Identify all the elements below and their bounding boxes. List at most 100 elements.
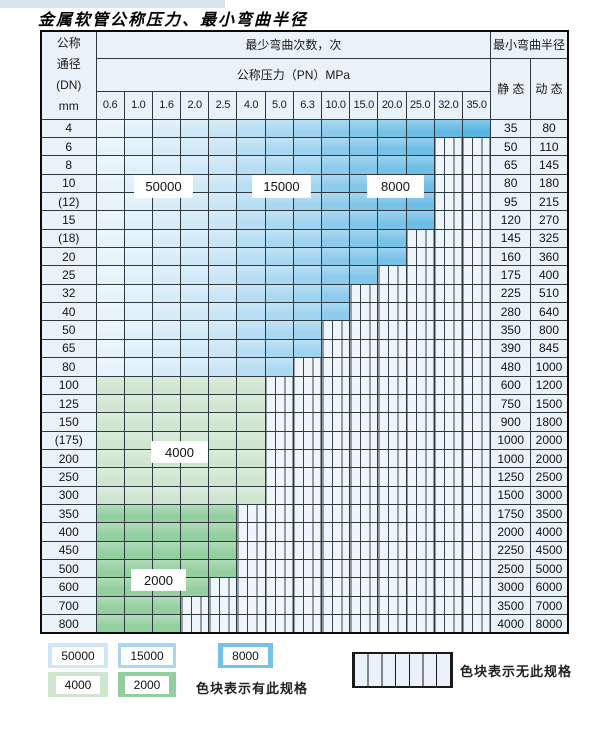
spec-cell xyxy=(95,375,125,395)
spec-cell xyxy=(95,173,125,193)
static-value-cell: 3000 xyxy=(490,577,532,597)
spec-cell xyxy=(208,522,238,542)
spec-cell xyxy=(151,393,182,414)
spec-cell xyxy=(123,320,153,340)
no-spec-cell xyxy=(349,504,379,524)
dn-cell: 200 xyxy=(40,448,97,469)
dynamic-value-cell: 3000 xyxy=(530,485,569,506)
spec-cell xyxy=(180,412,210,432)
no-spec-cell xyxy=(461,228,492,249)
legend-swatch-2000: 2000 xyxy=(118,672,176,697)
no-spec-cell xyxy=(461,320,492,340)
no-spec-cell xyxy=(405,338,435,359)
spec-cell xyxy=(123,522,153,542)
spec-cell xyxy=(123,283,153,304)
table-row: (175) 1000 2000 xyxy=(40,430,569,450)
no-spec-cell xyxy=(236,595,266,616)
no-spec-cell xyxy=(320,559,351,579)
no-spec-cell xyxy=(433,540,463,561)
no-spec-cell xyxy=(433,338,463,359)
spec-cell xyxy=(123,210,153,230)
spec-cell xyxy=(95,559,125,579)
nominal-pressure-header: 公称压力（PN）MPa xyxy=(95,57,492,92)
spec-cell xyxy=(95,412,125,432)
spec-cell xyxy=(123,265,153,285)
spec-cell xyxy=(151,210,182,230)
table-row: 40 280 640 xyxy=(40,302,569,322)
dn-cell: 150 xyxy=(40,412,97,432)
dynamic-value-cell: 8000 xyxy=(530,614,569,634)
spec-cell xyxy=(151,522,182,542)
spec-cell xyxy=(264,338,294,359)
no-spec-cell xyxy=(461,559,492,579)
spec-cell xyxy=(151,302,182,322)
no-spec-cell xyxy=(292,522,323,542)
static-value-cell: 120 xyxy=(490,210,532,230)
no-spec-cell xyxy=(349,375,379,395)
dynamic-value-cell: 360 xyxy=(530,247,569,267)
spec-cell xyxy=(95,302,125,322)
no-spec-cell xyxy=(320,467,351,487)
no-spec-cell xyxy=(377,614,407,634)
spec-cell xyxy=(264,283,294,304)
spec-cell xyxy=(320,173,351,193)
spec-cell xyxy=(292,338,323,359)
spec-cell xyxy=(180,338,210,359)
no-spec-cell xyxy=(264,577,294,597)
no-spec-cell xyxy=(292,504,323,524)
static-value-cell: 65 xyxy=(490,155,532,175)
spec-cell xyxy=(349,118,379,138)
spec-cell xyxy=(151,504,182,524)
spec-cell xyxy=(208,430,238,450)
dn-cell: 4 xyxy=(40,118,97,138)
no-spec-cell xyxy=(377,559,407,579)
no-spec-cell xyxy=(405,375,435,395)
no-spec-cell xyxy=(461,522,492,542)
no-spec-cell xyxy=(377,540,407,561)
no-spec-cell xyxy=(349,467,379,487)
spec-cell xyxy=(180,522,210,542)
dn-cell: 350 xyxy=(40,504,97,524)
spec-cell xyxy=(180,357,210,377)
no-spec-cell xyxy=(292,614,323,634)
pressure-header-cell: 0.6 xyxy=(95,90,125,120)
spec-cell xyxy=(377,247,407,267)
no-spec-cell xyxy=(461,247,492,267)
spec-cell xyxy=(208,540,238,561)
spec-cell xyxy=(95,191,125,212)
legend-swatch-label: 4000 xyxy=(55,675,101,694)
no-spec-cell xyxy=(433,155,463,175)
spec-cell xyxy=(208,118,238,138)
dn-cell: 6 xyxy=(40,136,97,157)
spec-table: 公称 通径 (DN) mm 最少弯曲次数，次 最小弯曲半径 公称压力（PN）MP… xyxy=(40,30,569,635)
no-spec-cell xyxy=(461,375,492,395)
pressure-header-cell: 1.0 xyxy=(123,90,153,120)
dn-header-line: 通径 xyxy=(56,57,81,72)
table-row: 400 2000 4000 xyxy=(40,522,569,542)
no-spec-cell xyxy=(292,393,323,414)
spec-cell xyxy=(95,247,125,267)
spec-cell xyxy=(236,302,266,322)
spec-cell xyxy=(292,302,323,322)
spec-cell xyxy=(95,614,125,634)
no-spec-cell xyxy=(292,467,323,487)
table-row: 6 50 110 xyxy=(40,136,569,157)
spec-cell xyxy=(123,595,153,616)
spec-cell xyxy=(123,504,153,524)
dn-cell: 500 xyxy=(40,559,97,579)
page-top-strip xyxy=(0,0,225,8)
no-spec-cell xyxy=(461,338,492,359)
spec-cell xyxy=(151,485,182,506)
no-spec-cell xyxy=(349,320,379,340)
pressure-header-cell: 20.0 xyxy=(377,90,407,120)
spec-cell xyxy=(123,467,153,487)
no-spec-cell xyxy=(236,504,266,524)
spec-cell xyxy=(151,467,182,487)
dn-cell: 40 xyxy=(40,302,97,322)
static-value-cell: 900 xyxy=(490,412,532,432)
no-spec-cell xyxy=(377,448,407,469)
spec-cell xyxy=(264,357,294,377)
spec-cell xyxy=(208,210,238,230)
table-row: 150 900 1800 xyxy=(40,412,569,432)
spec-cell xyxy=(180,283,210,304)
